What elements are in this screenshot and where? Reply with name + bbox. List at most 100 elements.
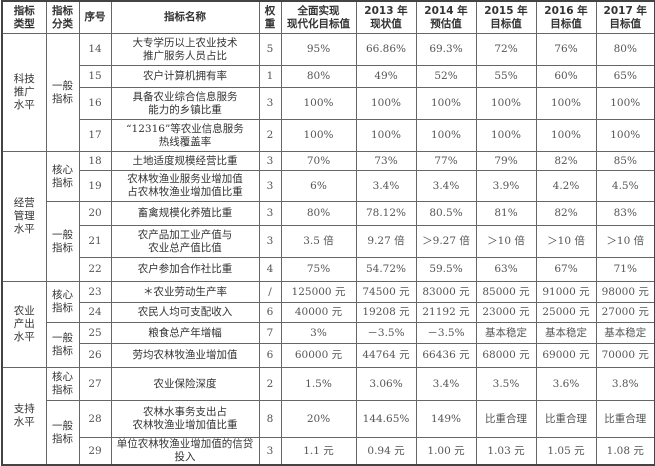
- table-row: 经营 管理 水平 核心 指标 18 土地适度规模经营比重 3 70% 73% 77% 79% 82% 85…: [1, 151, 655, 282]
- value-2015-cell: 23000 元: [475, 302, 537, 323]
- seq-cell: 29: [78, 437, 112, 466]
- indicator-category-cell: 一般 指标: [45, 322, 80, 368]
- value-2015-cell: 85000 元: [475, 281, 537, 303]
- weight-cell: 2: [258, 367, 282, 401]
- value-2014-cell: 83000 元: [415, 281, 477, 303]
- value-2017-cell: 65%: [595, 65, 655, 88]
- name-cell: 粮食总产年增幅: [110, 322, 260, 344]
- weight-cell: 6: [258, 343, 282, 368]
- table-row: 一般 指标 20 畜禽规模化养殖比重 3 80% 78.12% 80.5% 81% 82% 83%: [2, 201, 655, 282]
- indicator-category-cell: 核心 指标: [45, 367, 80, 401]
- table-row: 一般 指标 25 粮食总产年增幅 7 3% －3.5% －3.5% 基本稳定 基本稳定 基本稳定: [2, 322, 655, 368]
- target-full-cell: 95%: [280, 33, 357, 66]
- value-2017-cell: 80%: [595, 33, 655, 66]
- value-2013-cell: 144.65%: [355, 400, 417, 438]
- weight-cell: 3: [258, 201, 282, 226]
- target-full-cell: 3%: [280, 322, 357, 344]
- value-2016-cell: 60%: [535, 65, 597, 88]
- value-2017-cell: 85%: [595, 151, 655, 171]
- target-full-cell: 3.5 倍: [280, 225, 357, 258]
- header-weight: 权重: [258, 0, 282, 34]
- target-full-cell: 100%: [280, 119, 357, 152]
- name-cell: 农林牧渔业服务业增加值 占农林牧渔业增加值比重: [110, 170, 260, 202]
- value-2013-cell: 0.94 元: [355, 437, 417, 466]
- table-row: 15 农户计算机拥有率 1 80% 49% 52% 55% 60% 65%: [2, 65, 655, 88]
- value-2017-cell: 3.8%: [595, 367, 655, 401]
- value-2017-cell: 27000 元: [595, 302, 655, 323]
- value-2014-cell: 66436 元: [415, 343, 477, 368]
- weight-cell: 2: [258, 119, 282, 152]
- target-full-cell: 60000 元: [280, 343, 357, 368]
- name-cell: 畜禽规模化养殖比重: [110, 201, 260, 226]
- target-full-cell: 20%: [280, 400, 357, 438]
- value-2013-cell: 74500 元: [355, 281, 417, 303]
- value-2013-cell: 44764 元: [355, 343, 417, 368]
- value-2015-cell: 68000 元: [475, 343, 537, 368]
- value-2013-cell: 19208 元: [355, 302, 417, 323]
- name-cell: 大专学历以上农业技术 推广服务人员占比: [110, 33, 260, 66]
- target-full-cell: 80%: [280, 65, 357, 88]
- target-full-cell: 80%: [280, 201, 357, 226]
- table-row: 一般 指标 28 农林水事务支出占 农林牧渔业增加值比重 8 20% 144.65% 149% 比…: [2, 400, 655, 466]
- target-full-cell: 70%: [280, 151, 357, 171]
- value-2014-cell: 59.5%: [415, 257, 477, 282]
- table-row: 22 农户参加合作社比重 4 75% 54.72% 59.5% 63% 67% 71%: [2, 257, 655, 282]
- weight-cell: /: [258, 281, 282, 303]
- value-2015-cell: 比重合理: [475, 400, 537, 438]
- value-2013-cell: 100%: [355, 87, 417, 120]
- value-2016-cell: 67%: [535, 257, 597, 282]
- target-full-cell: 40000 元: [280, 302, 357, 323]
- weight-cell: 3: [258, 170, 282, 202]
- indicator-category-cell: 一般 指标: [45, 400, 80, 466]
- value-2016-cell: 4.2%: [535, 170, 597, 202]
- name-cell: 农户参加合作社比重: [110, 257, 260, 282]
- value-2016-cell: 82%: [535, 151, 597, 171]
- target-full-cell: 1.5%: [280, 367, 357, 401]
- table-row: 19 农林牧渔业服务业增加值 占农林牧渔业增加值比重 3 6% 3.4% 3.4% 3.9% 4…: [2, 170, 655, 202]
- weight-cell: 1: [258, 65, 282, 88]
- value-2014-cell: 1.00 元: [415, 437, 477, 466]
- value-2013-cell: 9.27 倍: [355, 225, 417, 258]
- table-row: 24 农民人均可支配收入 6 40000 元 19208 元 21192 元 23000 元…: [2, 302, 655, 323]
- table-row: 17 “12316”等农业信息服务 热线覆盖率 2 100% 100% 100% 100% 10…: [2, 119, 655, 152]
- value-2017-cell: 100%: [595, 87, 655, 120]
- seq-cell: 15: [78, 65, 112, 88]
- value-2017-cell: ＞10 倍: [595, 225, 655, 258]
- header-category: 指标 分类: [45, 0, 80, 34]
- header-row: 指标 类型 指标 分类 序号 指标名称 权重 全面实现 现代化目标值 2013 年现状…: [1, 0, 655, 34]
- value-2016-cell: 91000 元: [535, 281, 597, 303]
- name-cell: “12316”等农业信息服务 热线覆盖率: [110, 119, 260, 152]
- value-2016-cell: 1.05 元: [535, 437, 597, 466]
- value-2013-cell: 54.72%: [355, 257, 417, 282]
- value-2016-cell: 基本稳定: [535, 322, 597, 344]
- header-2016: 2016 年目标值: [535, 0, 597, 34]
- value-2016-cell: 100%: [535, 87, 597, 120]
- value-2013-cell: 49%: [355, 65, 417, 88]
- table-row: 29 单位农林牧渔业增加值的信贷投入 3 1.1 元 0.94 元 1.00 元 1.03 …: [2, 437, 655, 466]
- name-cell: 土地适度规模经营比重: [110, 151, 260, 171]
- indicator-category-cell: 一般 指标: [45, 201, 80, 282]
- indicator-type-cell: 经营 管理 水平: [1, 151, 47, 282]
- value-2014-cell: 149%: [415, 400, 477, 438]
- value-2014-cell: 69.3%: [415, 33, 477, 66]
- seq-cell: 14: [78, 33, 112, 66]
- value-2014-cell: ＞9.27 倍: [415, 225, 477, 258]
- seq-cell: 22: [78, 257, 112, 282]
- value-2016-cell: 76%: [535, 33, 597, 66]
- indicator-category-cell: 核心 指标: [45, 151, 80, 202]
- value-2014-cell: 80.5%: [415, 201, 477, 226]
- value-2016-cell: 100%: [535, 119, 597, 152]
- value-2013-cell: 78.12%: [355, 201, 417, 226]
- seq-cell: 23: [78, 281, 112, 303]
- value-2015-cell: 55%: [475, 65, 537, 88]
- value-2015-cell: 3.5%: [475, 367, 537, 401]
- value-2015-cell: 81%: [475, 201, 537, 226]
- value-2013-cell: 66.86%: [355, 33, 417, 66]
- table-row: 16 具备农业综合信息服务 能力的乡镇比重 3 100% 100% 100% 100% 100%…: [2, 87, 655, 120]
- value-2015-cell: ＞10 倍: [475, 225, 537, 258]
- value-2014-cell: 77%: [415, 151, 477, 171]
- value-2016-cell: 3.6%: [535, 367, 597, 401]
- target-full-cell: 1.1 元: [280, 437, 357, 466]
- name-cell: ＊农业劳动生产率: [110, 281, 260, 303]
- header-seq: 序号: [78, 0, 112, 34]
